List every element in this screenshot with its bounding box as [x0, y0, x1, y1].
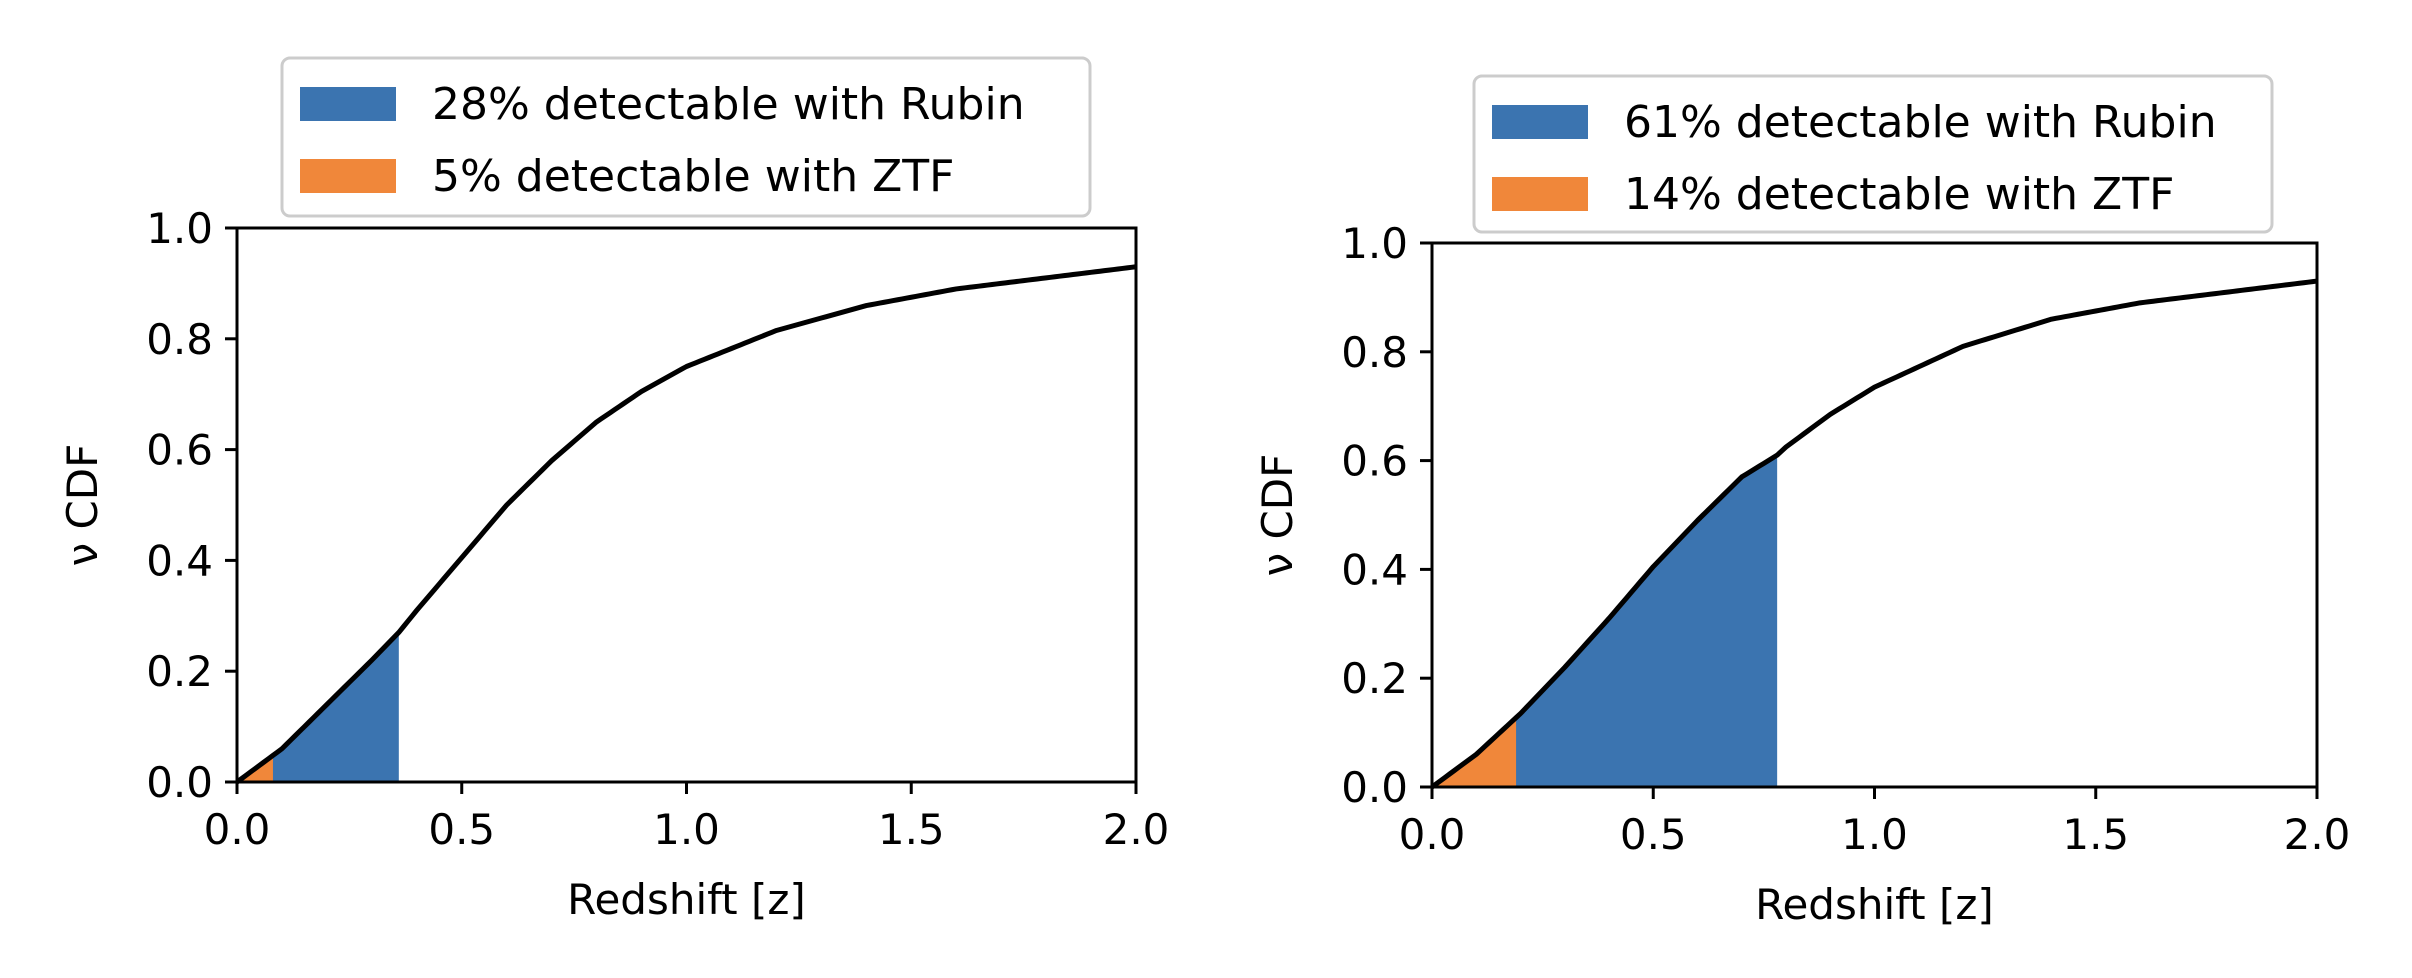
area-rubin-detectable — [237, 632, 399, 782]
y-axis-title: ν CDF — [1253, 454, 1302, 577]
legend-swatch-ztf — [1492, 177, 1588, 211]
x-axis-title: Redshift [z] — [567, 875, 806, 924]
y-tick-label: 0.8 — [146, 315, 213, 364]
area-ztf-detectable — [1432, 717, 1517, 787]
legend-label-ztf: 5% detectable with ZTF — [432, 151, 954, 202]
x-tick-label: 1.5 — [2062, 810, 2129, 859]
area-rubin-detectable — [1432, 455, 1778, 787]
legend-label-rubin: 61% detectable with Rubin — [1624, 97, 2217, 148]
y-tick-label: 0.6 — [1341, 437, 1408, 486]
x-tick-label: 1.5 — [878, 805, 945, 854]
legend-label-ztf: 14% detectable with ZTF — [1624, 169, 2174, 220]
x-tick-label: 1.0 — [653, 805, 720, 854]
y-tick-label: 0.0 — [1341, 763, 1408, 812]
y-tick-label: 1.0 — [1341, 219, 1408, 268]
x-tick-label: 2.0 — [2284, 810, 2351, 859]
right-cdf-panel: 0.0 0.5 1.0 1.5 2.0 0.0 0.2 0.4 0.6 0.8 1.0 Redshif… — [1253, 74, 2351, 929]
y-tick-label: 1.0 — [146, 204, 213, 253]
y-tick-label: 0.8 — [1341, 328, 1408, 377]
x-tick-label: 0.0 — [1399, 810, 1466, 859]
x-tick-label: 2.0 — [1103, 805, 1170, 854]
legend-box — [1472, 74, 2274, 234]
legend-label-rubin: 28% detectable with Rubin — [432, 79, 1025, 130]
x-tick-label: 1.0 — [1841, 810, 1908, 859]
legend-swatch-ztf — [300, 159, 396, 193]
y-tick-label: 0.0 — [146, 758, 213, 807]
y-axis-title: ν CDF — [58, 444, 107, 567]
y-tick-label: 0.6 — [146, 426, 213, 475]
y-tick-label: 0.2 — [146, 647, 213, 696]
y-tick-label: 0.4 — [146, 536, 213, 585]
x-tick-label: 0.5 — [1620, 810, 1687, 859]
x-tick-label: 0.5 — [428, 805, 495, 854]
cdf-curve — [235, 264, 1137, 785]
x-tick-label: 0.0 — [204, 805, 271, 854]
x-axis-title: Redshift [z] — [1755, 880, 1994, 929]
y-tick-label: 0.4 — [1341, 545, 1408, 594]
y-tick-label: 0.2 — [1341, 654, 1408, 703]
cdf-curve — [1430, 278, 2318, 790]
legend-box — [280, 56, 1092, 218]
left-cdf-panel: 0.0 0.5 1.0 1.5 2.0 0.0 0.2 0.4 0.6 0.8 1.0 Redshif… — [58, 56, 1170, 924]
legend-swatch-rubin — [300, 87, 396, 121]
legend-swatch-rubin — [1492, 105, 1588, 139]
